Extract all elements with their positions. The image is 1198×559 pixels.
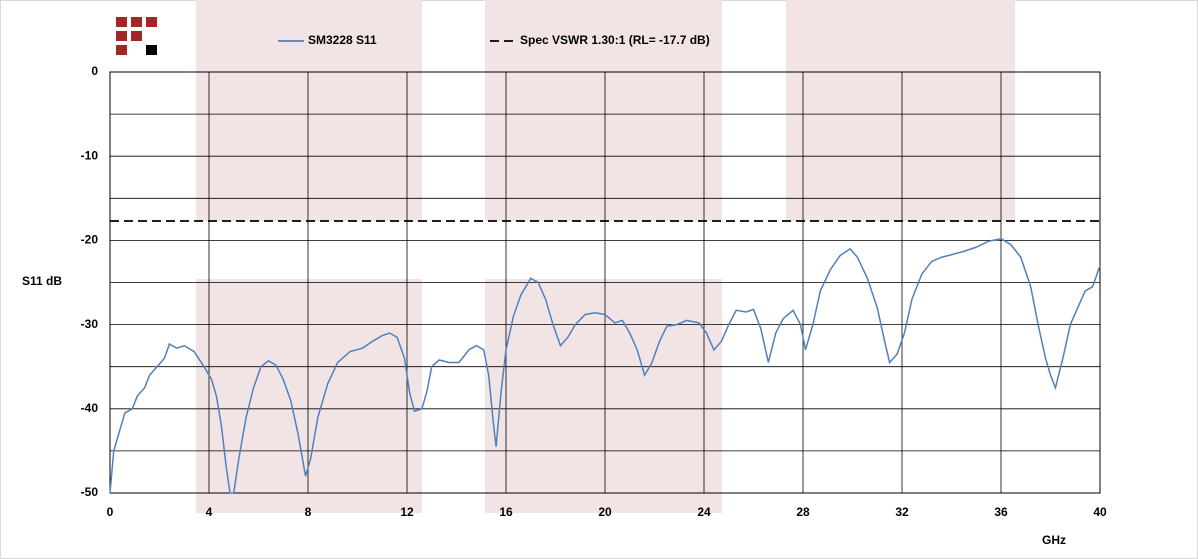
x-tick-label: 40 — [1093, 505, 1107, 519]
logo-square — [146, 17, 157, 27]
band — [485, 279, 722, 513]
x-tick-label: 12 — [400, 505, 414, 519]
logo-square — [116, 17, 127, 27]
y-tick-label: 0 — [91, 64, 98, 78]
y-axis-title: S11 dB — [22, 274, 62, 288]
x-axis-title: GHz — [1042, 533, 1066, 547]
x-tick-label: 36 — [994, 505, 1008, 519]
logo-square — [131, 17, 142, 27]
series-line — [109, 237, 1101, 494]
y-tick-label: -30 — [81, 317, 99, 331]
y-tick-label: -50 — [81, 485, 99, 499]
logo-square — [116, 45, 127, 55]
x-tick-label: 4 — [206, 505, 213, 519]
x-tick-label: 8 — [305, 505, 312, 519]
plot-border — [109, 71, 1101, 494]
y-tick-label: -20 — [81, 233, 99, 247]
x-tick-label: 32 — [895, 505, 909, 519]
x-tick-label: 0 — [107, 505, 114, 519]
legend-label: Spec VSWR 1.30:1 (RL= -17.7 dB) — [520, 33, 710, 47]
band — [196, 0, 422, 221]
y-tick-label: -10 — [81, 148, 99, 162]
y-tick-label: -40 — [81, 401, 99, 415]
logo — [116, 17, 157, 55]
band-shading — [196, 0, 1015, 513]
x-tick-label: 16 — [499, 505, 513, 519]
band — [786, 0, 1015, 221]
band — [196, 279, 422, 513]
x-tick-label: 20 — [598, 505, 612, 519]
logo-square — [116, 31, 127, 41]
band — [485, 0, 722, 221]
logo-square — [131, 31, 142, 41]
x-tick-label: 28 — [796, 505, 810, 519]
x-tick-label: 24 — [697, 505, 711, 519]
logo-square — [146, 45, 157, 55]
legend-label: SM3228 S11 — [308, 33, 377, 47]
